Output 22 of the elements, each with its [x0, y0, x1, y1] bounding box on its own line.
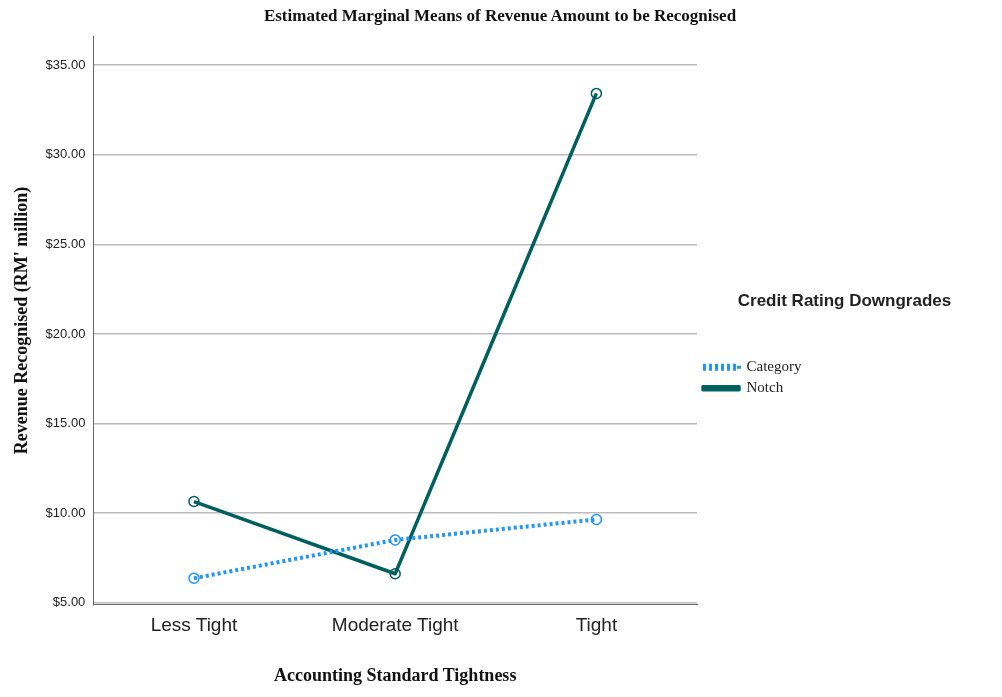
x-tick-label: Less Tight	[150, 614, 238, 636]
y-tick-label: $25.00	[45, 235, 86, 251]
legend-label: Category	[746, 358, 802, 375]
point	[188, 495, 200, 508]
point	[389, 568, 401, 580]
point	[590, 513, 603, 526]
y-tick-label: $5.00	[52, 594, 86, 610]
chart-title: Estimated Marginal Means of Revenue Amount to be Recognised	[263, 5, 737, 25]
point	[389, 534, 401, 546]
y-tick-label: $20.00	[45, 325, 86, 341]
point	[188, 572, 200, 584]
x-axis-title: Accounting Standard Tightness	[273, 664, 517, 685]
legend-label: Notch	[746, 379, 784, 396]
y-tick-label: $15.00	[45, 415, 86, 431]
point	[590, 87, 603, 100]
y-tick-label: $10.00	[45, 504, 86, 520]
x-tick-label: Tight	[575, 614, 618, 636]
y-tick-label: $30.00	[45, 146, 86, 162]
y-axis-title: Revenue Recognised (RM' million)	[11, 186, 33, 455]
x-tick-label: Moderate Tight	[331, 614, 460, 636]
y-tick-label: $35.00	[45, 56, 86, 72]
legend-title: Credit Rating Downgrades	[737, 291, 952, 311]
